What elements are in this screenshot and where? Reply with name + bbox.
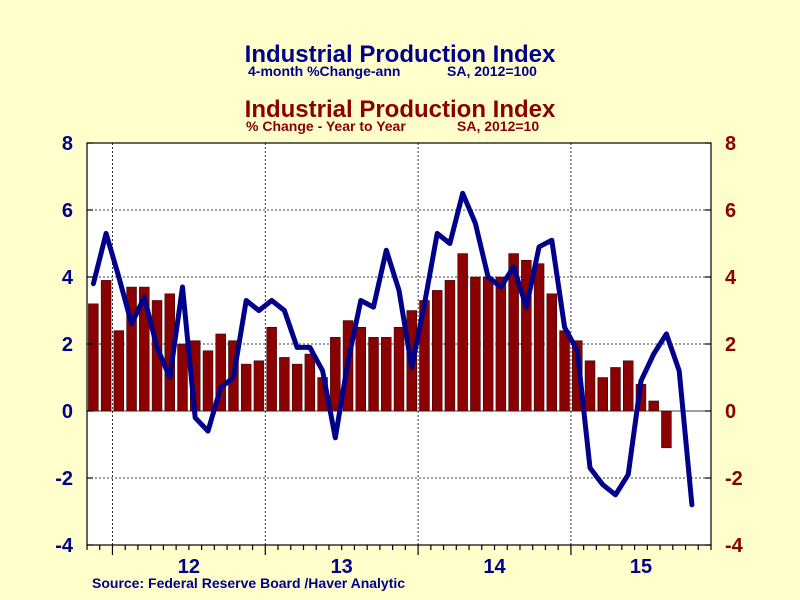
bar — [559, 330, 570, 412]
y-tick-label-left: 6 — [62, 200, 73, 222]
y-tick-label-right: 0 — [725, 401, 736, 423]
y-tick-label-left: -4 — [55, 535, 74, 557]
y-tick-label-left: -2 — [55, 468, 73, 490]
bar — [330, 337, 341, 412]
bar — [215, 333, 226, 412]
y-tick-label-left: 2 — [62, 334, 73, 356]
bar — [470, 276, 481, 412]
y-tick-label-left: 8 — [62, 133, 73, 155]
y-tick-label-right: 4 — [725, 267, 737, 289]
bar — [88, 303, 99, 412]
y-tick-label-right: -4 — [725, 535, 744, 557]
bar — [661, 410, 672, 449]
bar — [126, 286, 137, 412]
chart-subtitle-right: SA, 2012=100 — [447, 63, 537, 79]
chart-subtitle-left: 4-month %Change-ann — [248, 63, 400, 79]
bar — [533, 263, 545, 412]
bar — [139, 286, 150, 412]
bar — [648, 400, 659, 412]
bar — [381, 337, 392, 412]
bar — [240, 363, 252, 412]
y-tick-label-left: 4 — [62, 267, 74, 289]
y-tick-label-right: -2 — [725, 468, 743, 490]
bar — [279, 357, 290, 412]
chart-title-2: Industrial Production Index — [245, 96, 556, 123]
axes-layer: 8 6 4 2 0 -2 -4 8 6 4 2 0 -2 -4 12 13 14 15 — [55, 133, 743, 578]
chart-subtitle2-right: SA, 2012=10 — [457, 118, 539, 134]
bar — [610, 367, 621, 412]
bar — [291, 363, 303, 412]
x-tick-label: 15 — [630, 556, 652, 578]
x-tick-label: 13 — [331, 556, 353, 578]
chart-subtitle2-left: % Change - Year to Year — [246, 118, 406, 134]
x-tick-label: 12 — [178, 556, 200, 578]
bar — [521, 260, 532, 412]
bars-layer — [88, 253, 672, 449]
y-tick-label-right: 8 — [725, 133, 736, 155]
bar — [623, 360, 634, 412]
chart-title: Industrial Production Index — [245, 41, 556, 68]
bar — [508, 253, 519, 412]
bar — [457, 253, 468, 412]
bar — [495, 276, 507, 412]
bar — [393, 327, 405, 412]
series-line — [90, 190, 695, 508]
source-note: Source: Federal Reserve Board /Haver Ana… — [92, 575, 405, 591]
bar — [431, 290, 443, 412]
bar — [444, 280, 456, 412]
bar — [597, 377, 608, 412]
bar — [253, 360, 265, 412]
y-tick-label-left: 0 — [62, 401, 73, 423]
y-tick-label-right: 2 — [725, 334, 736, 356]
x-tick-label: 14 — [483, 556, 506, 578]
bar — [202, 350, 214, 412]
bar — [177, 343, 188, 412]
bar — [546, 293, 558, 412]
line-layer — [90, 190, 695, 508]
bar — [113, 330, 125, 412]
bar — [355, 327, 367, 412]
bar — [584, 360, 596, 412]
y-tick-label-right: 6 — [725, 200, 736, 222]
bar — [304, 353, 316, 412]
bar — [100, 280, 112, 412]
bar — [482, 276, 494, 412]
bar — [266, 327, 277, 412]
bar — [368, 337, 379, 412]
